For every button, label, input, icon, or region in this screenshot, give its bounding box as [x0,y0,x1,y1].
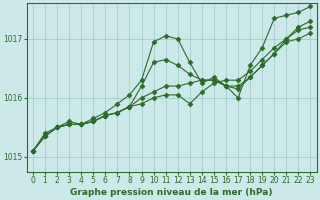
X-axis label: Graphe pression niveau de la mer (hPa): Graphe pression niveau de la mer (hPa) [70,188,273,197]
